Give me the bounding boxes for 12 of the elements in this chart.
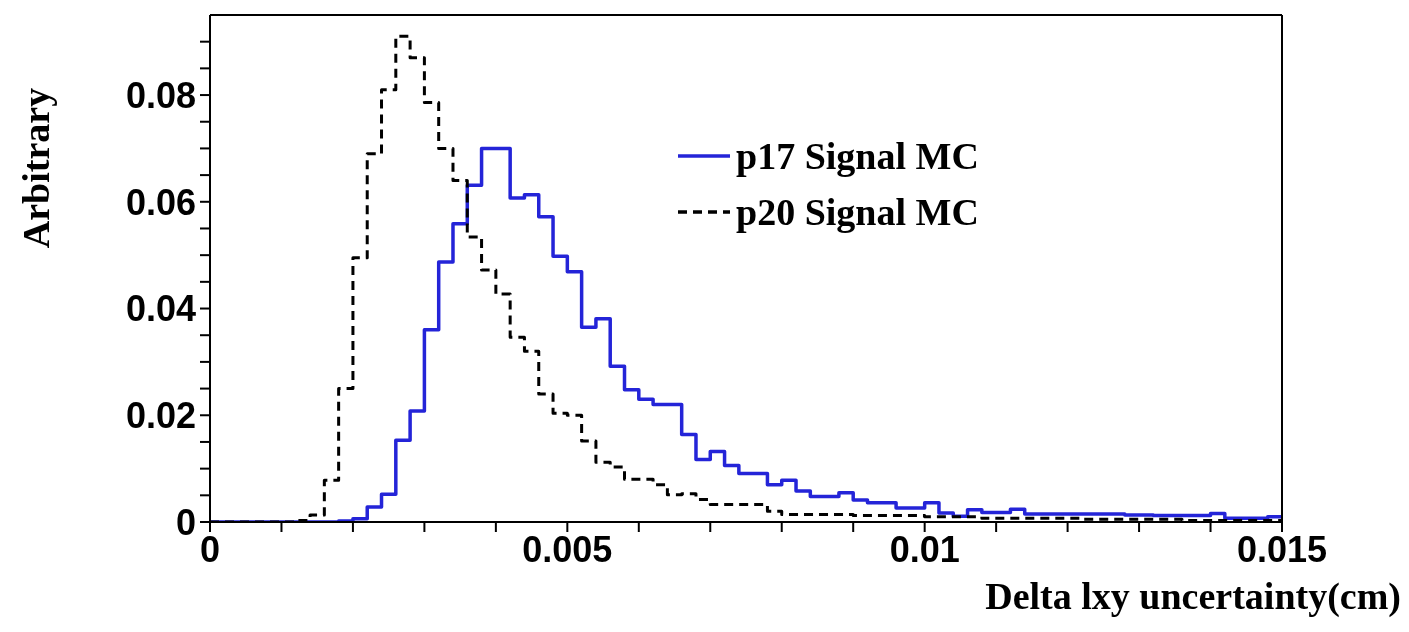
- x-axis-title: Delta lxy uncertainty(cm): [985, 574, 1401, 618]
- y-tick-label: 0.02: [125, 395, 196, 437]
- legend-label: p17 Signal MC: [736, 134, 979, 179]
- x-tick-label: 0.01: [889, 528, 960, 570]
- y-axis-title: Arbitrary: [14, 87, 58, 249]
- x-tick-label: 0.015: [1236, 528, 1328, 570]
- y-tick-label: 0.08: [125, 74, 196, 116]
- y-tick-label: 0.04: [125, 288, 196, 330]
- y-tick-label: 0: [175, 501, 196, 543]
- legend-label: p20 Signal MC: [736, 190, 979, 235]
- x-tick-label: 0.005: [522, 528, 613, 570]
- y-tick-label: 0.06: [125, 181, 196, 223]
